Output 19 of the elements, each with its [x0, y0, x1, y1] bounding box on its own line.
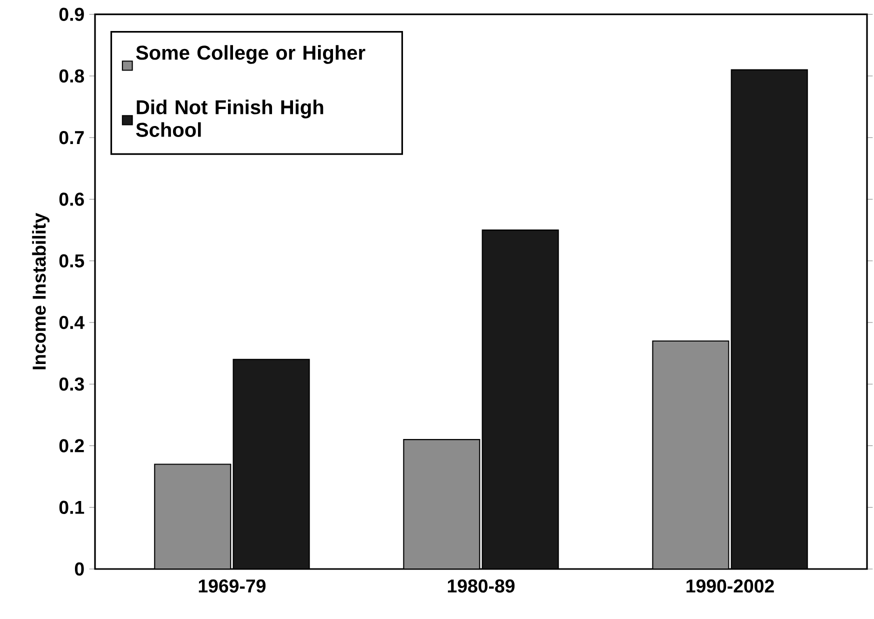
y-tick-label: 0.6 [59, 192, 84, 206]
y-axis-title: Income Instability [32, 212, 50, 370]
legend-label: Some College or Higher [136, 45, 366, 64]
y-tick-label: 0.5 [59, 254, 84, 268]
y-tick-label: 0.9 [59, 8, 84, 21]
y-tick-label: 0.2 [59, 439, 84, 452]
bar [232, 358, 310, 569]
x-tick-label: 1969-79 [198, 579, 266, 593]
bar [482, 230, 559, 569]
y-tick-label: 0.1 [59, 500, 84, 514]
y-tick-label: 0 [74, 562, 84, 576]
y-tick-label: 0.3 [59, 377, 84, 391]
y-tick-label: 0.4 [59, 316, 85, 330]
y-tick-label: 0.8 [59, 69, 84, 83]
bar [730, 69, 808, 569]
y-tick-label: 0.7 [59, 130, 84, 144]
x-tick-label: 1980-89 [448, 579, 515, 593]
x-tick-label: 1990-2002 [686, 579, 774, 593]
legend-label: Did Not Finish High School [136, 100, 324, 137]
